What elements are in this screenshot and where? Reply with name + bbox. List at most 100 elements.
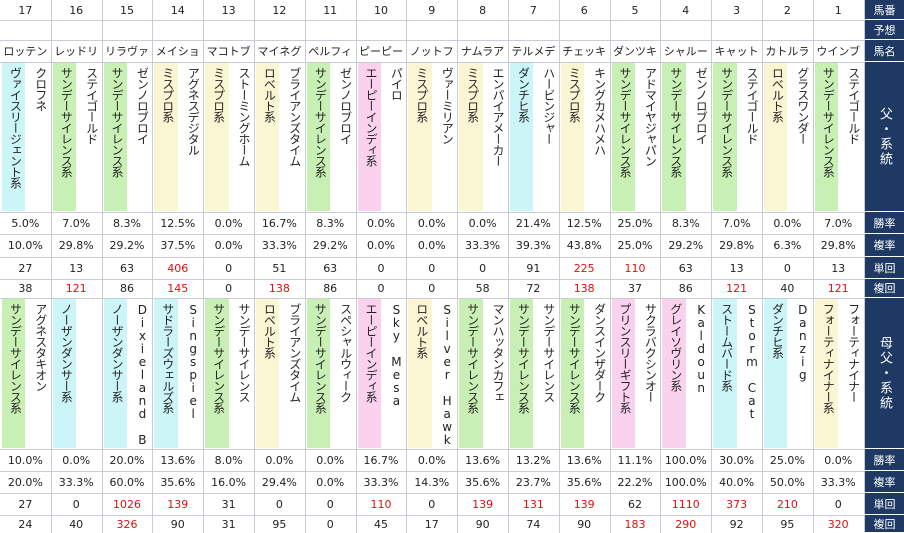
dam-win-payout: 31 — [221, 497, 236, 511]
row-divider — [0, 471, 864, 472]
sire-win-rate: 12.5% — [160, 216, 196, 230]
dam-win-rate: 13.6% — [465, 453, 501, 467]
dam-place-rate: 0.0% — [316, 475, 345, 489]
horse-name[interactable]: ウインブ — [816, 45, 861, 58]
dam-sire-name[interactable]: Storm Cat — [744, 303, 759, 420]
dam-place-rate: 14.3% — [414, 475, 450, 489]
horse-name[interactable]: リラヴァ — [104, 45, 149, 58]
dam-place-payout: 95 — [272, 517, 287, 531]
dam-place-rate: 16.0% — [211, 475, 247, 489]
dam-sire-name[interactable]: Dixieland Band — [135, 303, 150, 448]
sire-name[interactable]: キングカメハメハ — [592, 67, 607, 155]
column-divider — [101, 0, 103, 533]
row-label-place_rate: 複率 — [865, 234, 904, 256]
sire-name[interactable]: ゼンノロブロイ — [135, 67, 150, 144]
dam-win-payout: 210 — [776, 497, 798, 511]
horse-name[interactable]: ピーピー — [358, 45, 403, 58]
dam-place-payout: 92 — [729, 517, 744, 531]
sire-name[interactable]: ストーミングホーム — [236, 67, 251, 166]
dam-sire-name[interactable]: Sky Mesa — [389, 303, 404, 407]
sire-win-payout: 0 — [783, 261, 791, 275]
dam-place-payout: 40 — [69, 517, 84, 531]
horse-name[interactable]: マイネグ — [257, 45, 302, 58]
horse-number: 4 — [682, 3, 690, 17]
sire-win-rate: 21.4% — [515, 216, 551, 230]
sire-win-rate: 7.0% — [824, 216, 853, 230]
sire-name[interactable]: パイロ — [389, 67, 404, 100]
sire-name[interactable]: ステイゴールド — [744, 67, 759, 144]
sire-line-label: サンデーサイレンス系 — [814, 63, 839, 211]
dam-sire-line-label: ストームバード系 — [713, 299, 737, 448]
dam-place-rate: 35.6% — [160, 475, 196, 489]
sire-place-payout: 86 — [119, 282, 134, 295]
dam-sire-name[interactable]: ブライアンズタイム — [287, 303, 302, 402]
sire-name[interactable]: アドマイヤジャパン — [643, 67, 658, 166]
dam-sire-line-label: サンデーサイレンス系 — [459, 299, 483, 448]
section-dam-sire-label: 母父・系統 — [865, 298, 904, 448]
dam-sire-name[interactable]: フォーティナイナー — [846, 303, 861, 402]
column-divider — [355, 0, 357, 533]
horse-name[interactable]: メイショ — [155, 45, 200, 58]
dam-sire-name[interactable]: サンデーサイレンス — [236, 303, 251, 402]
sire-line-label: ミスプロ系 — [205, 63, 229, 211]
sire-name[interactable]: アグネスデジタル — [186, 67, 201, 155]
dam-win-payout: 1026 — [112, 497, 141, 511]
sire-name[interactable]: エンパイアメーカー — [490, 67, 505, 166]
sire-win-payout: 13 — [69, 261, 84, 275]
sire-name[interactable]: ハービンジャー — [541, 67, 556, 144]
dam-place-payout: 0 — [326, 517, 334, 531]
horse-name[interactable]: ノットフ — [409, 45, 454, 58]
horse-name[interactable]: ペルフィ — [308, 45, 353, 58]
sire-place-rate: 29.2% — [109, 239, 145, 252]
horse-name[interactable]: ナムラア — [461, 45, 505, 58]
horse-name[interactable]: カトルラ — [765, 45, 810, 58]
sire-place-rate: 33.3% — [261, 239, 297, 252]
sire-name[interactable]: ヴァーミリアン — [440, 67, 455, 144]
dam-sire-line-label: サンデーサイレンス系 — [306, 299, 331, 448]
dam-sire-line-label: ノーザンダンサー系 — [52, 299, 77, 448]
dam-sire-name[interactable]: サンデーサイレンス — [541, 303, 556, 402]
horse-name[interactable]: キャット — [714, 45, 759, 58]
dam-win-payout: 131 — [522, 497, 544, 511]
dam-place-rate: 23.7% — [515, 475, 551, 489]
row-divider — [0, 212, 864, 213]
horse-number: 8 — [479, 3, 487, 17]
dam-sire-name[interactable]: サクラバクシンオー — [643, 303, 658, 402]
sire-name[interactable]: クロフネ — [33, 67, 48, 111]
dam-win-rate: 13.2% — [515, 453, 551, 467]
dam-place-rate: 33.3% — [363, 475, 399, 489]
horse-name[interactable]: レッドリ — [54, 45, 99, 58]
sire-name[interactable]: グラスワンダー — [795, 67, 810, 144]
sire-win-payout: 63 — [323, 261, 338, 275]
dam-sire-name[interactable]: ダンスインザダーク — [592, 303, 607, 402]
dam-sire-name[interactable]: アグネスタキオン — [33, 303, 48, 391]
sire-name[interactable]: ステイゴールド — [846, 67, 861, 144]
dam-win-payout: 0 — [275, 497, 283, 511]
sire-name[interactable]: ゼンノロブロイ — [694, 67, 709, 144]
sire-win-payout: 0 — [479, 261, 487, 275]
dam-place-rate: 100.0% — [664, 475, 707, 489]
horse-name[interactable]: ダンツキ — [612, 45, 657, 58]
horse-name[interactable]: テルメデ — [511, 45, 556, 58]
sire-name[interactable]: ブライアンズタイム — [287, 67, 302, 166]
horse-number: 7 — [529, 3, 537, 17]
dam-sire-name[interactable]: Singspiel — [186, 303, 201, 420]
dam-sire-name[interactable]: Kaldoun — [694, 303, 709, 394]
sire-place-payout: 138 — [573, 282, 595, 295]
sire-name[interactable]: ゼンノロブロイ — [338, 67, 353, 144]
horse-name[interactable]: マコトブ — [206, 45, 251, 58]
dam-sire-name[interactable]: Danzig — [795, 303, 810, 381]
dam-sire-name[interactable]: Silver Hawk — [440, 303, 455, 446]
dam-sire-name[interactable]: マンハッタンカフェ — [490, 303, 505, 402]
sire-name[interactable]: ステイゴールド — [84, 67, 99, 144]
horse-name[interactable]: ロッテン — [3, 45, 48, 58]
dam-place-payout: 326 — [116, 517, 138, 531]
sire-line-label: ロベルト系 — [764, 63, 788, 211]
dam-sire-name[interactable]: スペシャルウィーク — [338, 303, 353, 402]
dam-place-payout: 90 — [577, 517, 592, 531]
dam-win-payout: 139 — [573, 497, 595, 511]
horse-name[interactable]: シャルー — [663, 45, 708, 58]
dam-win-rate: 0.0% — [265, 453, 294, 467]
horse-name[interactable]: チェッキ — [562, 45, 607, 58]
